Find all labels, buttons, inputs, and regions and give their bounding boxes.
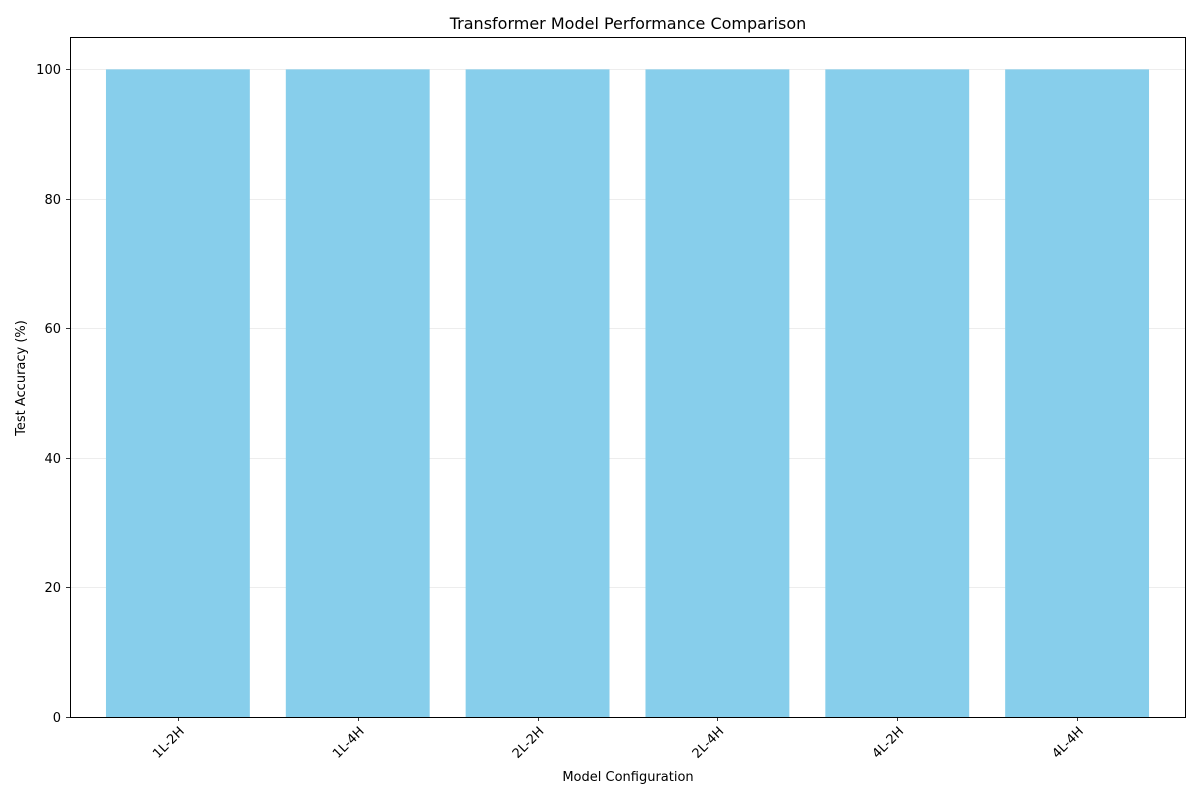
bar-4l-2h: [825, 69, 970, 717]
y-axis-ticks: 0 20 40 60 80 100: [36, 63, 70, 726]
bar-2l-4h: [645, 69, 790, 717]
bars: [105, 69, 1150, 717]
bar-1l-4h: [285, 69, 430, 717]
bar-1l-2h: [105, 69, 250, 717]
y-tick-label: 80: [44, 193, 61, 208]
y-tick-label: 60: [44, 322, 61, 337]
chart-title: Transformer Model Performance Comparison: [449, 14, 807, 33]
bar-4l-4h: [1005, 69, 1150, 717]
y-tick-label: 0: [53, 711, 61, 726]
y-tick-label: 40: [44, 452, 61, 467]
y-axis-label: Test Accuracy (%): [14, 320, 29, 437]
plot-frame: [70, 37, 1186, 718]
y-tick-label: 20: [44, 581, 61, 596]
x-axis-label: Model Configuration: [562, 770, 693, 785]
bar-2l-2h: [465, 69, 610, 717]
y-tick-label: 100: [36, 63, 61, 78]
